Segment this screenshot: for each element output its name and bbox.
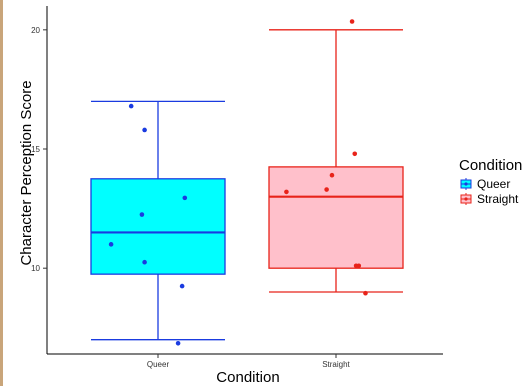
data-point	[324, 187, 329, 192]
legend-key-point	[464, 197, 468, 201]
data-point	[175, 340, 181, 346]
data-point	[108, 242, 114, 247]
box-group-queer	[90, 100, 226, 346]
data-point	[352, 151, 358, 157]
data-point	[329, 172, 335, 178]
y-axis-ticks: 10 15 20	[31, 26, 47, 273]
legend-label: Queer	[477, 177, 510, 191]
plot-layer	[90, 19, 404, 346]
x-axis-ticks: Queer Straight	[147, 354, 351, 369]
data-point	[363, 290, 368, 296]
legend-key-point	[464, 182, 468, 186]
data-point	[128, 103, 134, 109]
legend-label: Straight	[477, 192, 519, 206]
data-point	[142, 127, 147, 133]
box-iqr	[268, 166, 404, 269]
data-point	[179, 283, 185, 289]
legend-item-straight: Straight	[460, 192, 519, 206]
box-group-straight	[268, 19, 404, 296]
y-axis-title: Character Perception Score	[18, 80, 35, 265]
x-tick-label: Straight	[322, 360, 350, 369]
data-point	[139, 212, 145, 217]
data-point	[356, 263, 362, 269]
data-point	[284, 189, 289, 195]
data-point	[142, 259, 147, 265]
y-tick-label: 15	[31, 145, 40, 154]
y-tick-label: 20	[31, 26, 40, 35]
x-tick-label: Queer	[147, 360, 170, 369]
legend-item-queer: Queer	[460, 177, 510, 191]
data-point	[182, 195, 188, 201]
x-axis-title: Condition	[216, 369, 279, 386]
y-tick-label: 10	[31, 264, 40, 273]
legend-title: Condition	[459, 157, 522, 174]
data-point	[349, 19, 355, 24]
box-iqr	[90, 178, 226, 275]
